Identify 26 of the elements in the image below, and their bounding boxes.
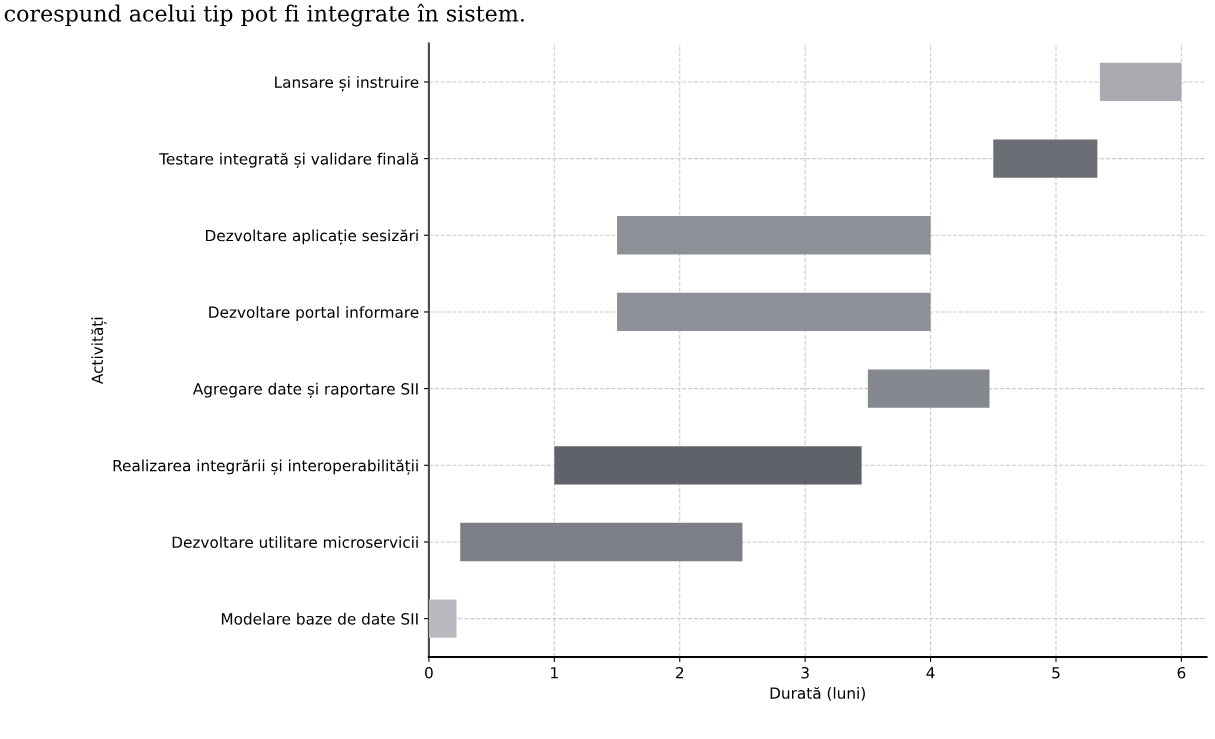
bar xyxy=(993,139,1098,178)
y-tick-label: Lansare și instruire xyxy=(275,76,419,92)
x-tick-label: 4 xyxy=(926,667,935,679)
text: corespund acelui tip pot fi integrate în sistem. xyxy=(4,3,524,27)
y-tick-label: Testare integrată și validare finală xyxy=(159,152,418,169)
y-tick-label: Agregare date și raportare SII xyxy=(192,382,418,399)
y-tick-label: Realizarea integrării și interoperabilității xyxy=(113,459,418,475)
x-tick-label: 1 xyxy=(551,667,558,679)
bar xyxy=(428,599,457,638)
x-tick-label: 5 xyxy=(1052,667,1060,679)
x-tick-label: 6 xyxy=(1177,666,1186,679)
x-tick-label: 0 xyxy=(425,666,433,679)
bar xyxy=(617,292,931,332)
x-tick-label: 3 xyxy=(801,666,809,679)
x-axis-title: Durată (luni) xyxy=(770,686,865,701)
bar xyxy=(460,522,743,562)
y-tick-label: Dezvoltare utilitare microservicii xyxy=(172,536,418,548)
y-tick-label: Dezvoltare portal informare xyxy=(209,306,419,321)
y-axis-title: Activități xyxy=(91,317,107,385)
bar xyxy=(617,216,931,255)
bar xyxy=(1099,62,1182,102)
y-tick-label: Dezvoltare aplicație sesizări xyxy=(206,229,418,245)
bar xyxy=(554,446,862,485)
bar xyxy=(867,369,990,408)
x-tick-label: 2 xyxy=(675,666,684,679)
y-tick-label: Modelare baze de date SII xyxy=(221,612,418,625)
